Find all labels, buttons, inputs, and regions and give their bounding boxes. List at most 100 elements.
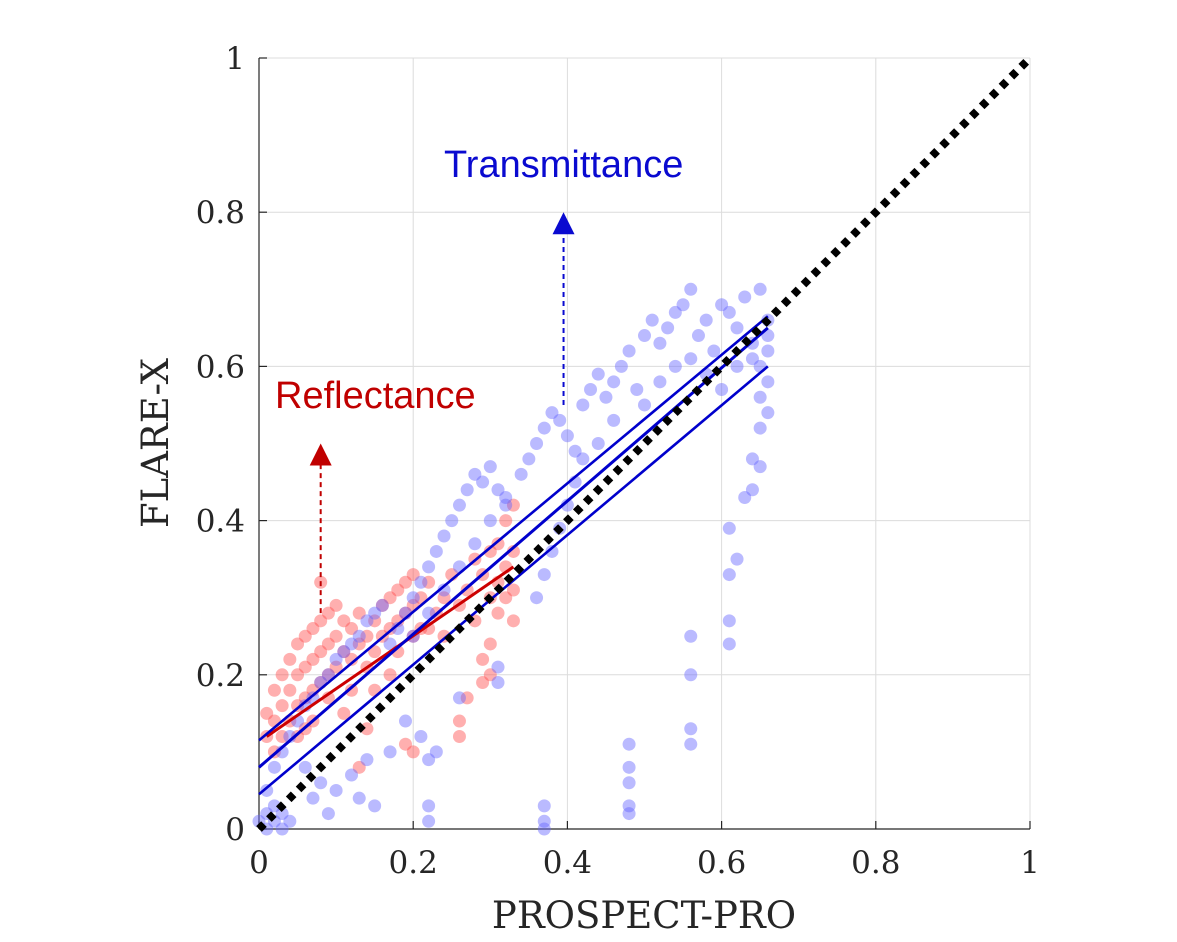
reflectance-fit-line (265, 565, 515, 738)
reflectance-point (491, 606, 505, 620)
transmittance-point (260, 783, 274, 797)
transmittance-point (398, 714, 412, 728)
transmittance-point (753, 390, 767, 404)
transmittance-point (422, 560, 436, 574)
reflectance-point (345, 683, 359, 697)
transmittance-point (345, 637, 359, 651)
transmittance-point (722, 521, 736, 535)
reflectance-point (337, 614, 351, 628)
transmittance-fit-bound (258, 315, 769, 742)
y-tick-label: 0.2 (196, 658, 245, 694)
transmittance-point (622, 760, 636, 774)
reflectance-point (352, 760, 366, 774)
transmittance-point (645, 313, 659, 327)
reflectance-point (298, 629, 312, 643)
transmittance-point (476, 475, 490, 489)
y-tick-label: 0.8 (196, 195, 245, 231)
y-tick-label: 0.6 (196, 349, 245, 385)
reflectance-point (329, 660, 343, 674)
transmittance-point (530, 591, 544, 605)
reflectance-point (267, 683, 281, 697)
transmittance-point (314, 776, 328, 790)
reflectance-point (275, 699, 289, 713)
transmittance-point (522, 452, 536, 466)
reflectance-point (329, 629, 343, 643)
x-axis-title: PROSPECT-PRO (492, 894, 796, 937)
transmittance-point (730, 321, 744, 335)
transmittance-point (460, 483, 474, 497)
y-tick-label: 0.4 (196, 504, 245, 540)
transmittance-fit-bound (258, 365, 769, 796)
annotation-transmittance-label: Transmittance (444, 144, 683, 186)
reflectance-point (506, 614, 520, 628)
reflectance-point (483, 544, 497, 558)
transmittance-point (684, 352, 698, 366)
transmittance-point (368, 799, 382, 813)
transmittance-point (607, 413, 621, 427)
annotation-reflectance-label: Reflectance (275, 375, 476, 417)
reflectance-point (499, 591, 513, 605)
transmittance-point (368, 606, 382, 620)
reflectance-point (260, 706, 274, 720)
reflectance-point (306, 622, 320, 636)
transmittance-point (568, 444, 582, 458)
transmittance-point (722, 614, 736, 628)
reflectance-point (491, 537, 505, 551)
transmittance-point (275, 822, 289, 836)
reflectance-point (476, 676, 490, 690)
reflectance-point (298, 691, 312, 705)
transmittance-point (761, 406, 775, 420)
transmittance-point (298, 760, 312, 774)
reflectance-point (398, 737, 412, 751)
transmittance-point (653, 336, 667, 350)
reflectance-point (406, 745, 420, 759)
reflectance-point (506, 583, 520, 597)
x-tick-label: 0.2 (389, 845, 438, 881)
transmittance-point (622, 737, 636, 751)
transmittance-point (745, 483, 759, 497)
transmittance-point (753, 460, 767, 474)
transmittance-point (537, 814, 551, 828)
reflectance-point (398, 575, 412, 589)
transmittance-point (691, 329, 705, 343)
transmittance-point (491, 660, 505, 674)
transmittance-point (622, 807, 636, 821)
transmittance-point (514, 467, 528, 481)
transmittance-point (722, 305, 736, 319)
transmittance-point (638, 398, 651, 412)
transmittance-point (283, 814, 297, 828)
transmittance-arrow-head (552, 212, 575, 235)
transmittance-point (753, 421, 767, 435)
transmittance-point (761, 344, 775, 358)
transmittance-point (545, 544, 559, 558)
transmittance-point (537, 568, 551, 582)
reflectance-point (291, 668, 305, 682)
transmittance-point (499, 490, 513, 504)
transmittance-point (545, 406, 559, 420)
reflectance-point (275, 729, 289, 743)
reflectance-point (291, 699, 305, 713)
transmittance-point (452, 691, 466, 705)
transmittance-point (491, 676, 505, 690)
x-tick-label: 0.4 (543, 845, 592, 881)
transmittance-point (560, 429, 574, 443)
reflectance-point (337, 706, 351, 720)
grid-lines (259, 57, 1031, 829)
transmittance-point (684, 737, 698, 751)
reflectance-point (391, 614, 405, 628)
transmittance-point (468, 467, 482, 481)
transmittance-point (429, 745, 443, 759)
transmittance-point (607, 375, 621, 389)
reflectance-point (460, 583, 474, 597)
transmittance-point (452, 560, 466, 574)
transmittance-point (437, 529, 451, 543)
transmittance-point (275, 807, 289, 821)
reflectance-point (314, 614, 328, 628)
transmittance-point (437, 583, 451, 597)
transmittance-point (576, 452, 590, 466)
reflectance-point (314, 645, 328, 659)
transmittance-point (499, 498, 513, 512)
reflectance-point (345, 652, 359, 666)
transmittance-point (321, 807, 335, 821)
